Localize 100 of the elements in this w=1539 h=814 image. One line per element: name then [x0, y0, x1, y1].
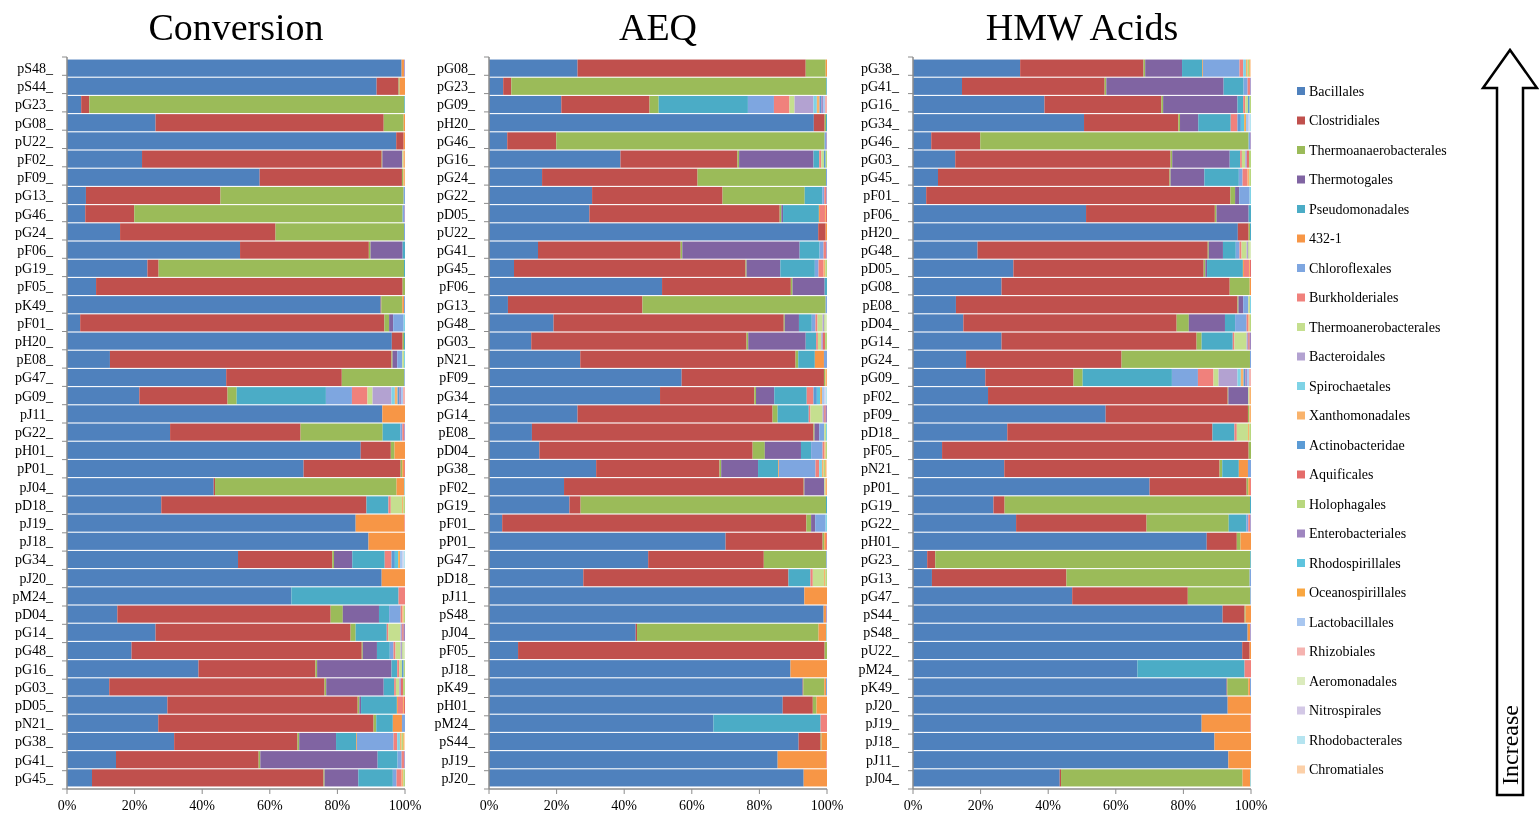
y-tick-label: pG19_: [436, 497, 476, 513]
x-tick-label: 40%: [1035, 798, 1062, 813]
legend-label: Spirochaetales: [1309, 378, 1391, 394]
y-tick-label: pG45_: [860, 170, 900, 186]
x-tick-label: 60%: [1102, 798, 1129, 813]
legend-label: Lactobacillales: [1309, 614, 1394, 630]
y-tick-label: pF05_: [17, 279, 54, 295]
y-tick-label: pF02_: [17, 152, 54, 167]
y-tick-label: pS44_: [439, 734, 476, 750]
y-tick-label: pS48_: [863, 625, 900, 641]
y-tick-label: pG48_: [14, 643, 54, 659]
legend-label: Nitrospirales: [1309, 703, 1382, 719]
x-tick-label: 60%: [256, 798, 283, 813]
y-tick-label: pJ19_: [441, 752, 476, 768]
y-tick-label: pG46_: [860, 133, 900, 149]
y-tick-label: pJ19_: [19, 516, 54, 531]
y-tick-label: pG23_: [14, 97, 54, 113]
y-tick-label: pH01_: [436, 698, 476, 713]
y-tick-label: pG38_: [436, 461, 476, 477]
y-tick-label: pG14_: [860, 334, 900, 349]
y-tick-label: pP01_: [17, 461, 54, 477]
legend-label: Rhodobacterales: [1309, 732, 1403, 748]
x-tick-label: 0%: [57, 798, 77, 813]
y-tick-label: pG47_: [860, 588, 900, 604]
y-tick-label: pF01_: [863, 188, 900, 204]
y-tick-label: pD05_: [860, 261, 900, 277]
y-tick-label: pG08_: [14, 115, 54, 131]
legend-label: Thermoanerobacterales: [1309, 319, 1441, 335]
y-tick-label: pF06_: [439, 279, 476, 295]
y-tick-label: pG23_: [860, 552, 900, 568]
y-tick-label: pF01_: [17, 315, 54, 331]
y-tick-label: pG14_: [436, 406, 476, 422]
y-tick-label: pG24_: [860, 352, 900, 368]
legend-label: Chromatiales: [1309, 762, 1384, 778]
y-tick-label: pG09_: [14, 388, 54, 404]
chart-title: HMW Acids: [985, 6, 1179, 48]
y-tick-label: pG41_: [14, 752, 54, 768]
y-tick-label: pJ18_: [19, 534, 54, 550]
y-tick-label: pG13_: [14, 188, 54, 204]
x-tick-label: 60%: [678, 798, 705, 813]
y-tick-label: pG46_: [436, 133, 476, 149]
y-tick-label: pG48_: [860, 243, 900, 258]
y-tick-label: pF09_: [863, 406, 900, 422]
y-tick-label: pD05_: [14, 698, 54, 713]
y-tick-label: pF02_: [863, 388, 900, 404]
y-tick-label: pH01_: [14, 443, 54, 459]
x-tick-label: 80%: [746, 798, 773, 813]
legend-label: Pseudomonadales: [1309, 201, 1410, 217]
legend-label: Thermoanaerobacterales: [1309, 142, 1447, 158]
legend-label: Enterobacteriales: [1309, 526, 1407, 542]
legend-label: Actinobacteridae: [1309, 437, 1405, 453]
y-tick-label: pF09_: [439, 370, 476, 386]
y-tick-label: pD04_: [436, 443, 476, 459]
y-tick-label: pG03_: [14, 679, 54, 695]
y-tick-label: pG47_: [14, 370, 54, 386]
legend-label: Aeromonadales: [1309, 673, 1397, 689]
legend-label: Bacteroidales: [1309, 349, 1386, 365]
y-tick-label: pD05_: [436, 206, 476, 222]
y-tick-label: pG19_: [860, 497, 900, 513]
x-tick-label: 100%: [388, 798, 422, 813]
y-tick-label: pU22_: [14, 133, 54, 149]
y-tick-label: pH20_: [436, 115, 476, 131]
y-tick-label: pG03_: [860, 152, 900, 167]
y-tick-label: pG24_: [436, 170, 476, 186]
y-tick-label: pJ04_: [441, 625, 476, 641]
x-tick-label: 20%: [967, 798, 994, 813]
y-tick-label: pS44_: [863, 607, 900, 622]
y-tick-label: pG14_: [14, 625, 54, 641]
y-tick-label: pG34_: [860, 115, 900, 131]
x-tick-label: 100%: [1234, 798, 1268, 813]
y-tick-label: pM24_: [12, 588, 54, 604]
y-tick-label: pG22_: [436, 188, 476, 204]
y-tick-label: pJ20_: [19, 570, 54, 586]
y-tick-label: pK49_: [436, 679, 476, 695]
chart-title: Conversion: [148, 6, 324, 48]
y-tick-label: pH01_: [860, 534, 900, 550]
y-tick-label: pS48_: [17, 61, 54, 76]
legend-label: Holophagales: [1309, 496, 1386, 512]
y-tick-label: pS48_: [439, 607, 476, 622]
y-tick-label: pG09_: [436, 97, 476, 113]
y-tick-label: pN21_: [436, 352, 476, 368]
y-tick-label: pJ04_: [865, 770, 900, 786]
y-tick-label: pH20_: [860, 224, 900, 240]
y-tick-label: pH20_: [14, 334, 54, 349]
y-tick-label: pG45_: [14, 770, 54, 786]
y-tick-label: pG24_: [14, 224, 54, 240]
y-tick-label: pD04_: [14, 607, 54, 622]
y-tick-label: pF01_: [439, 516, 476, 531]
y-tick-label: pG22_: [860, 516, 900, 531]
y-tick-label: pG23_: [436, 79, 476, 95]
y-tick-label: pN21_: [14, 716, 54, 732]
x-tick-label: 20%: [543, 798, 570, 813]
y-tick-label: pE08_: [862, 297, 900, 313]
y-tick-label: pG47_: [436, 552, 476, 568]
y-tick-label: pG34_: [14, 552, 54, 568]
y-tick-label: pJ11_: [442, 588, 476, 604]
y-tick-label: pG22_: [14, 425, 54, 440]
y-tick-label: pE08_: [16, 352, 54, 368]
x-tick-label: 80%: [1170, 798, 1197, 813]
y-tick-label: pM24_: [858, 661, 900, 677]
